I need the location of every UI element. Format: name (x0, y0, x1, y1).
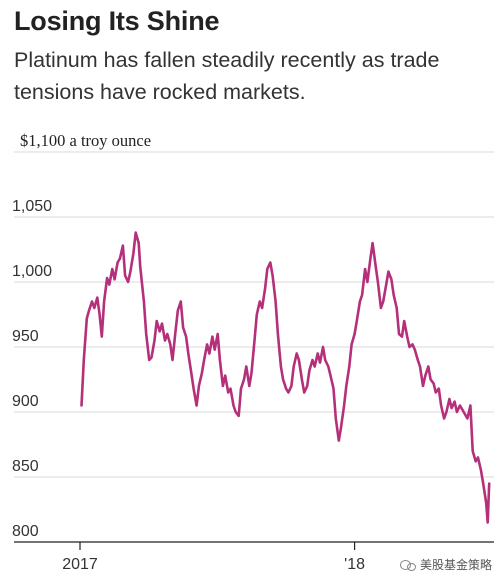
gridlines (14, 151, 494, 478)
chart-title: Losing Its Shine (14, 6, 220, 36)
y-tick-label: 950 (12, 328, 39, 345)
series-layer (80, 231, 491, 524)
chart-subtitle: Platinum has fallen steadily recently as… (14, 48, 440, 104)
platinum-price-line (80, 231, 491, 524)
y-axis-labels: 800 850 900 950 1,000 1,050 $1,100 a troy ounc… (12, 131, 151, 540)
y-tick-label: 800 (12, 523, 39, 540)
y-tick-label: 900 (12, 393, 39, 410)
watermark: 美股基金策略 (399, 556, 492, 573)
x-tick-label: '18 (344, 556, 365, 573)
y-axis-unit-label: $1,100 a troy ounce (20, 131, 151, 150)
y-tick-label: 1,050 (12, 198, 52, 215)
watermark-text: 美股基金策略 (419, 558, 492, 572)
y-tick-label: 850 (12, 458, 39, 475)
x-axis: 2017 '18 (14, 541, 494, 573)
y-tick-label: 1,000 (12, 263, 52, 280)
x-tick-label: 2017 (62, 556, 98, 573)
chat-bubbles-icon (399, 559, 416, 571)
